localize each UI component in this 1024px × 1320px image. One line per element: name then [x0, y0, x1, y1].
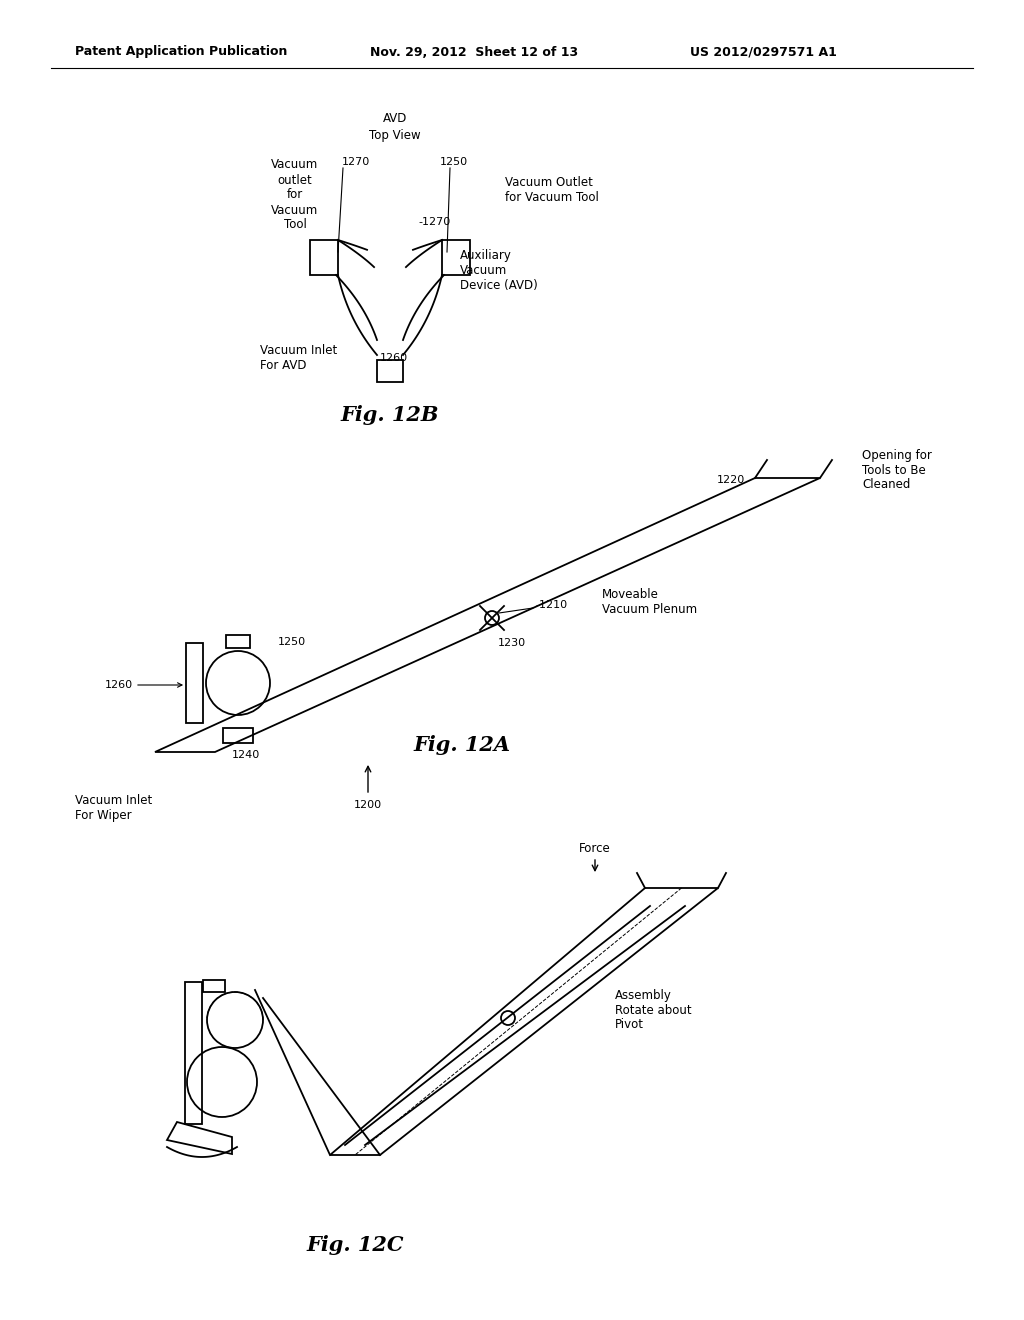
Text: Vacuum Outlet
for Vacuum Tool: Vacuum Outlet for Vacuum Tool [505, 176, 599, 205]
Text: -1270: -1270 [418, 216, 451, 227]
Text: 1220: 1220 [717, 475, 745, 484]
Text: Patent Application Publication: Patent Application Publication [75, 45, 288, 58]
Text: Vacuum Inlet
For Wiper: Vacuum Inlet For Wiper [75, 795, 153, 822]
Text: Force: Force [580, 842, 611, 854]
Text: Fig. 12A: Fig. 12A [414, 735, 511, 755]
Text: Top View: Top View [370, 129, 421, 143]
Text: 1260: 1260 [104, 680, 133, 690]
Text: Opening for
Tools to Be
Cleaned: Opening for Tools to Be Cleaned [862, 449, 932, 491]
Text: 1200: 1200 [354, 800, 382, 810]
Text: 1260: 1260 [380, 352, 409, 363]
Text: Moveable
Vacuum Plenum: Moveable Vacuum Plenum [602, 587, 697, 616]
Text: 1250: 1250 [278, 638, 306, 647]
Text: Assembly
Rotate about
Pivot: Assembly Rotate about Pivot [615, 989, 691, 1031]
Text: Nov. 29, 2012  Sheet 12 of 13: Nov. 29, 2012 Sheet 12 of 13 [370, 45, 579, 58]
Text: AVD: AVD [383, 111, 408, 124]
Text: US 2012/0297571 A1: US 2012/0297571 A1 [690, 45, 837, 58]
Text: Vacuum
outlet
for
Vacuum
Tool: Vacuum outlet for Vacuum Tool [271, 158, 318, 231]
Text: 1240: 1240 [232, 750, 260, 760]
Text: -1210: -1210 [535, 601, 567, 610]
Text: Fig. 12B: Fig. 12B [341, 405, 439, 425]
Text: Auxiliary
Vacuum
Device (AVD): Auxiliary Vacuum Device (AVD) [460, 248, 538, 292]
Text: 1250: 1250 [440, 157, 468, 168]
Text: Fig. 12C: Fig. 12C [306, 1236, 403, 1255]
Text: Vacuum Inlet
For AVD: Vacuum Inlet For AVD [260, 345, 337, 372]
Text: 1270: 1270 [342, 157, 371, 168]
Text: 1230: 1230 [498, 638, 526, 648]
